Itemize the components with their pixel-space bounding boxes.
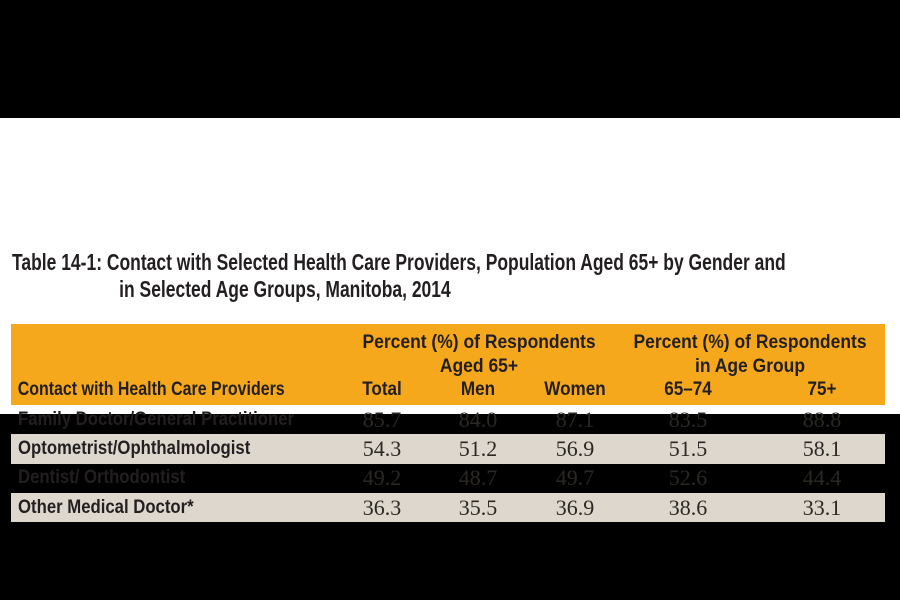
cell-value: 36.3 [362, 494, 402, 520]
group-header-age-group: Percent (%) of Respondents in Age Group [633, 332, 867, 377]
column-header-total: Total [362, 379, 402, 400]
row-label: Dentist/ Orthodontist [18, 467, 186, 489]
cell-value: 83.5 [668, 406, 708, 432]
column-header-65-74: 65–74 [664, 379, 712, 400]
cell-value: 35.5 [458, 494, 498, 520]
column-header-women: Women [544, 379, 606, 400]
cell-value: 52.6 [668, 465, 708, 491]
cell-value: 49.2 [362, 465, 402, 491]
cell-value: 33.1 [802, 494, 842, 520]
table-row: Dentist/ Orthodontist 49.2 48.7 49.7 52.… [11, 464, 885, 493]
cell-value: 58.1 [802, 435, 842, 461]
group-header-aged-65plus: Percent (%) of Respondents Aged 65+ [362, 332, 596, 377]
column-header-contact: Contact with Health Care Providers [17, 379, 285, 400]
table-title: Table 14-1: Contact with Selected Health… [12, 249, 786, 303]
cell-value: 54.3 [362, 435, 402, 461]
table-row: Other Medical Doctor* 36.3 35.5 36.9 38.… [11, 492, 885, 523]
table-title-line2: in Selected Age Groups, Manitoba, 2014 [119, 276, 451, 302]
row-label: Optometrist/Ophthalmologist [18, 437, 251, 459]
cell-value: 56.9 [555, 435, 595, 461]
column-header-row: Contact with Health Care Providers Total… [11, 379, 885, 401]
cell-value: 87.1 [555, 406, 595, 432]
cell-value: 84.0 [458, 406, 498, 432]
table-title-line1: Table 14-1: Contact with Selected Health… [12, 249, 786, 275]
table-row: Optometrist/Ophthalmologist 54.3 51.2 56… [11, 434, 885, 464]
column-header-men: Men [460, 379, 496, 400]
cell-value: 44.4 [802, 465, 842, 491]
data-table: Percent (%) of Respondents Aged 65+ Perc… [11, 324, 885, 523]
cell-value: 51.2 [458, 435, 498, 461]
cell-value: 38.6 [668, 494, 708, 520]
row-label: Other Medical Doctor* [18, 496, 194, 518]
row-label: Family Doctor/General Practitioner [18, 408, 295, 430]
column-header-75plus: 75+ [807, 379, 837, 400]
table-header: Percent (%) of Respondents Aged 65+ Perc… [11, 324, 885, 405]
cell-value: 88.8 [802, 406, 842, 432]
content-panel: Table 14-1: Contact with Selected Health… [0, 118, 900, 523]
cell-value: 85.7 [362, 406, 402, 432]
cell-value: 51.5 [668, 435, 708, 461]
cell-value: 49.7 [555, 465, 595, 491]
cell-value: 48.7 [458, 465, 498, 491]
cell-value: 36.9 [555, 494, 595, 520]
table-row: Family Doctor/General Practitioner 85.7 … [11, 405, 885, 434]
